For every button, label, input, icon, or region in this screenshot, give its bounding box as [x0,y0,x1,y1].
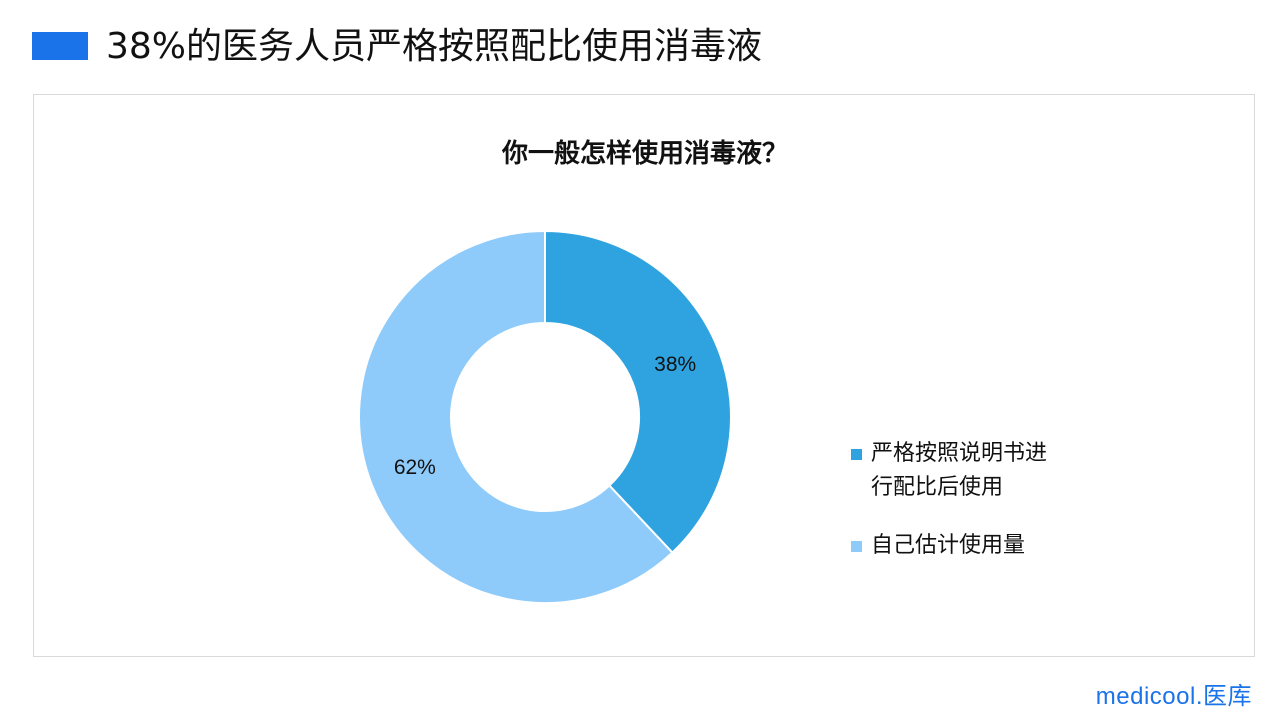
chart-panel: 你一般怎样使用消毒液？ 38% 62% 严格按照说明书进行配比后使用 自己估计使用… [33,94,1255,657]
chart-title: 你一般怎样使用消毒液？ [501,139,788,169]
brand-logo: medicool.医库 [1095,683,1252,710]
data-label-0: 38% [654,353,696,376]
legend-swatch-0 [851,449,862,460]
legend-item-0: 严格按照说明书进行配比后使用 [851,437,1061,505]
donut-chart: 38% 62% [358,229,732,604]
chart-legend: 严格按照说明书进行配比后使用 自己估计使用量 [851,437,1061,563]
legend-swatch-1 [851,541,862,552]
page-title: 38%的医务人员严格按照配比使用消毒液 [106,26,763,67]
donut-slice-0 [544,229,732,555]
data-label-1: 62% [394,456,436,479]
donut-slice-1 [358,229,674,604]
legend-label-1: 自己估计使用量 [871,533,1026,558]
legend-item-1: 自己估计使用量 [851,529,1061,563]
legend-label-0: 严格按照说明书进行配比后使用 [871,441,1048,500]
title-accent-bar [32,32,88,60]
